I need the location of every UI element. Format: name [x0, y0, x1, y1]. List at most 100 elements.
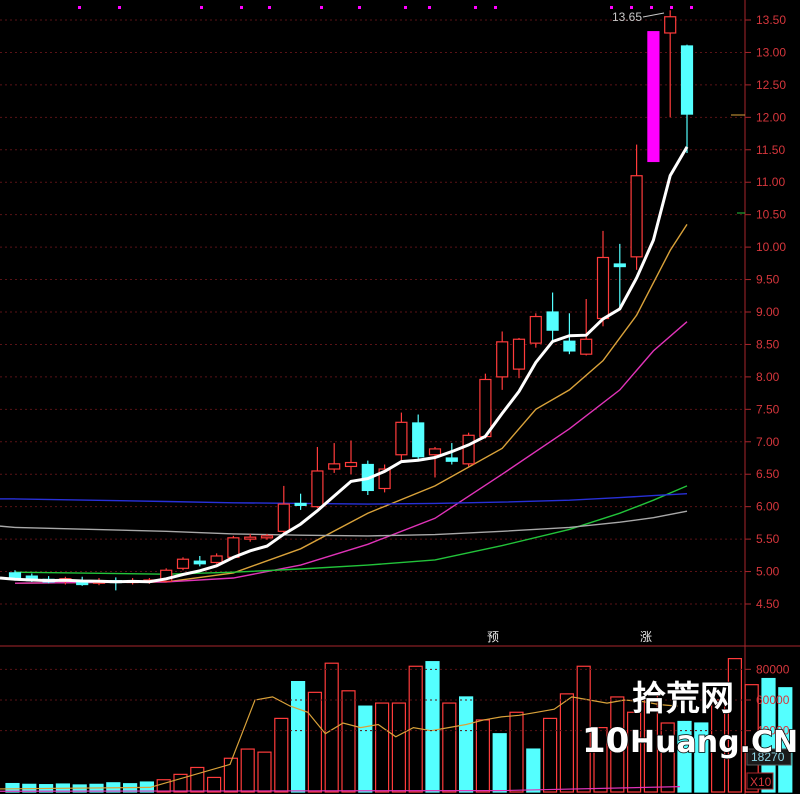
volume-bar-30 [509, 711, 524, 793]
price-tick-label-13: 7.00 [756, 435, 780, 449]
volume-bar-34 [576, 665, 591, 793]
volume-axis-ticks: 80000 60000 40000 [0, 662, 790, 738]
candle-body-19 [328, 463, 341, 470]
price-tick-label-1: 13.00 [756, 45, 786, 59]
top-dot-14 [670, 6, 673, 9]
price-tick-label-0: 13.50 [756, 13, 786, 27]
candle-body-38 [647, 31, 660, 163]
top-dot-11 [610, 6, 613, 9]
price-tick-label-18: 4.50 [756, 597, 780, 611]
volume-tick-label-2: 40000 [756, 724, 790, 738]
ma120-line [14, 510, 688, 537]
candle-body-18 [311, 470, 324, 508]
candle-body-25 [428, 448, 442, 456]
top-dot-0 [78, 6, 81, 9]
volume-bar-18 [307, 691, 322, 793]
watermark-numeral: 10 [582, 721, 629, 761]
candle-body-22 [378, 468, 391, 490]
candle-body-20 [344, 461, 358, 468]
volume-bar-38 [643, 691, 659, 793]
volume-bar-46 [778, 687, 793, 793]
top-dot-10 [494, 6, 497, 9]
candle-body-9 [160, 569, 173, 582]
volume-value-box [746, 748, 792, 766]
high-price-label: 13.65 [612, 10, 642, 24]
top-dot-2 [200, 6, 203, 9]
watermark-cn: 拾荒网 [632, 679, 734, 719]
volume-bar-43 [727, 657, 743, 793]
volume-scale-label: X10 [750, 775, 772, 789]
volume-bar-35 [593, 726, 608, 793]
watermark-en: Huang.CN [630, 725, 798, 760]
volume-tick-label-0: 80000 [756, 662, 790, 676]
candle-body-10 [176, 558, 190, 569]
volume-bar-11 [190, 766, 205, 793]
candle-body-36 [613, 263, 626, 268]
volume-bar-15 [257, 751, 272, 793]
candle-body-15 [260, 535, 274, 539]
volume-bar-16 [274, 717, 289, 793]
volume-bar-22 [375, 702, 390, 793]
volume-bar-31 [526, 748, 541, 793]
candle-body-23 [395, 421, 408, 456]
price-tick-label-4: 11.50 [756, 143, 785, 157]
candle-body-26 [445, 457, 458, 462]
candle-body-29 [496, 341, 509, 378]
candle-body-14 [244, 536, 257, 540]
volume-bar-41 [694, 722, 709, 793]
price-tick-label-11: 8.00 [756, 370, 780, 384]
price-tick-label-6: 10.50 [756, 208, 786, 222]
volume-bar-0 [5, 782, 20, 793]
volume-bar-17 [291, 680, 306, 793]
price-tick-label-2: 12.50 [756, 78, 786, 92]
volume-bar-36 [610, 696, 625, 793]
price-tick-label-14: 6.50 [756, 467, 780, 481]
top-dot-4 [268, 6, 271, 9]
price-tick-label-16: 5.50 [756, 532, 780, 546]
ma5-line [0, 146, 689, 584]
candle-body-11 [193, 560, 206, 565]
volume-ma-line-2 [0, 786, 681, 792]
candle-body-16 [277, 503, 290, 532]
volume-bar-26 [442, 702, 457, 793]
candle-body-31 [529, 315, 542, 344]
price-tick-label-17: 5.00 [756, 565, 780, 579]
price-tick-label-5: 11.00 [756, 175, 785, 189]
candle-body-40 [680, 45, 694, 115]
volume-bar-27 [459, 696, 474, 793]
top-dot-9 [474, 6, 477, 9]
ma120-line-left [0, 525, 16, 529]
moving-average-lines [0, 224, 688, 584]
ma5-line-group [0, 146, 689, 584]
volume-bar-25 [425, 661, 440, 793]
volume-bar-33 [559, 693, 575, 793]
volume-bar-19 [324, 662, 339, 793]
volume-bar-29 [492, 733, 507, 793]
price-tick-label-10: 8.50 [756, 337, 780, 351]
candle-body-28 [479, 378, 492, 438]
top-dot-8 [428, 6, 431, 9]
candle-body-27 [462, 434, 475, 465]
candle-body-12 [210, 555, 223, 564]
volume-bar-28 [475, 719, 490, 793]
top-dot-6 [358, 6, 361, 9]
top-dot-7 [404, 6, 407, 9]
candle-body-35 [596, 256, 610, 320]
volume-bar-42 [710, 699, 726, 793]
volume-bar-23 [391, 702, 406, 793]
candle-body-33 [563, 340, 576, 352]
price-tick-label-15: 6.00 [756, 500, 780, 514]
top-dot-13 [650, 6, 653, 9]
volume-tick-label-1: 60000 [756, 693, 790, 707]
candle-body-30 [512, 338, 526, 370]
price-tick-label-12: 7.50 [756, 402, 780, 416]
top-dot-1 [118, 6, 121, 9]
top-dot-15 [690, 6, 693, 9]
volume-bar-12 [207, 776, 222, 793]
candle-body-39 [664, 16, 677, 34]
volume-bar-10 [173, 773, 188, 793]
top-marker-dots [78, 6, 693, 9]
price-tick-label-9: 9.00 [756, 305, 780, 319]
top-dot-12 [630, 6, 633, 9]
marker-pre: 预 [487, 630, 499, 644]
